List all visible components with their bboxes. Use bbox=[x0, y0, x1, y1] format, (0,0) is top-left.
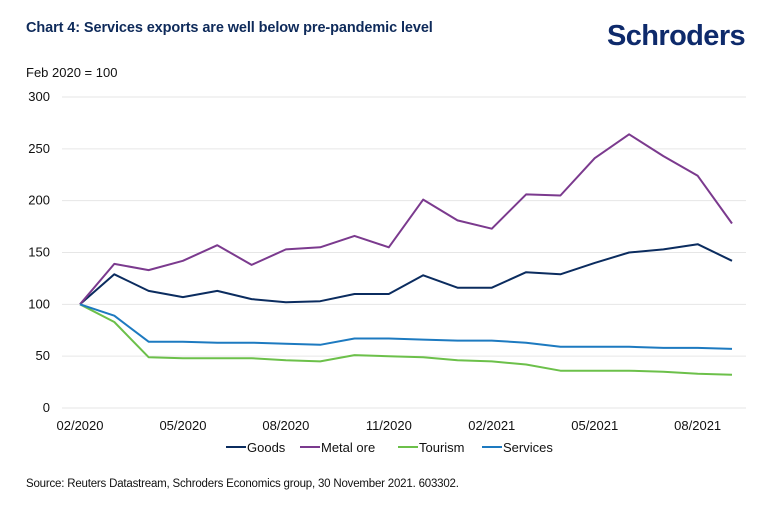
x-tick-label: 02/2020 bbox=[57, 418, 104, 433]
source-note: Source: Reuters Datastream, Schroders Ec… bbox=[26, 478, 459, 490]
y-tick-label: 200 bbox=[28, 193, 50, 208]
y-tick-label: 150 bbox=[28, 245, 50, 260]
x-tick-label: 08/2020 bbox=[262, 418, 309, 433]
x-tick-label: 02/2021 bbox=[468, 418, 515, 433]
series-line-goods bbox=[79, 243, 733, 306]
schroders-logo: Schroders bbox=[607, 20, 746, 52]
chart-title: Chart 4: Services exports are well below… bbox=[26, 20, 433, 36]
y-tick-label: 250 bbox=[28, 141, 50, 156]
y-tick-label: 50 bbox=[36, 348, 50, 363]
series-line-metal-ore bbox=[79, 133, 733, 305]
x-tick-label: 11/2020 bbox=[366, 418, 412, 433]
legend-label: Metal ore bbox=[321, 440, 375, 455]
y-tick-label: 100 bbox=[28, 296, 50, 311]
y-axis-label: Feb 2020 = 100 bbox=[26, 65, 118, 80]
legend-label: Services bbox=[503, 440, 553, 455]
x-tick-label: 08/2021 bbox=[674, 418, 721, 433]
x-tick-label: 05/2020 bbox=[159, 418, 206, 433]
series-line-services bbox=[79, 303, 733, 350]
legend-label: Goods bbox=[247, 440, 286, 455]
x-tick-label: 05/2021 bbox=[571, 418, 618, 433]
legend-label: Tourism bbox=[419, 440, 465, 455]
series-line-tourism bbox=[79, 303, 733, 376]
y-tick-label: 0 bbox=[43, 400, 50, 415]
y-tick-label: 300 bbox=[28, 89, 50, 104]
